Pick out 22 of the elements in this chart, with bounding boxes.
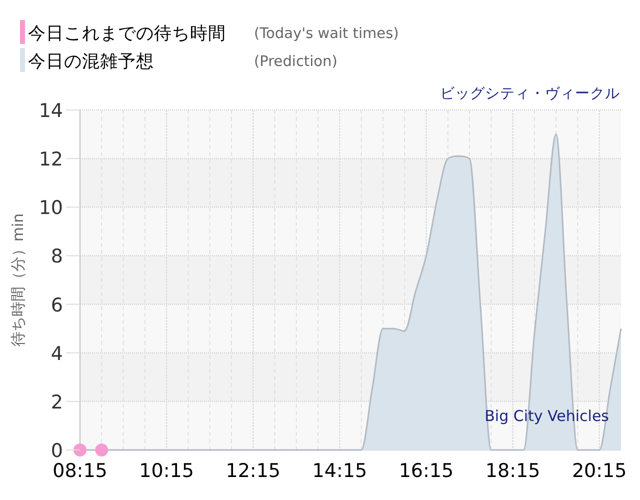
- x-tick-label: 20:15: [572, 460, 627, 482]
- text: (Prediction): [254, 54, 338, 70]
- y-axis-title: 待ち時間（分）min: [9, 213, 27, 347]
- x-tick-label: 08:15: [52, 460, 108, 482]
- y-tick-label: 2: [50, 391, 63, 414]
- chart-title: ビッグシティ・ヴィークル: [440, 85, 620, 102]
- text: (Today's wait times): [254, 26, 399, 42]
- y-tick-label: 12: [38, 148, 63, 171]
- y-tick-label: 4: [50, 342, 63, 365]
- y-tick-label: 10: [38, 197, 63, 220]
- x-tick-label: 18:15: [485, 460, 540, 482]
- y-tick-label: 6: [50, 294, 63, 316]
- x-tick-label: 10:15: [139, 460, 194, 482]
- x-tick-label: 12:15: [226, 460, 281, 482]
- y-tick-label: 0: [50, 440, 63, 462]
- annotation: Big City Vehicles: [484, 407, 610, 425]
- x-tick-label: 14:15: [312, 460, 368, 482]
- y-tick-label: 14: [38, 100, 63, 122]
- x-tick-label: 16:15: [398, 460, 454, 482]
- y-tick-label: 8: [50, 246, 63, 268]
- legend-label: 今日の混雑予想: [28, 52, 154, 72]
- legend-label: 今日これまでの待ち時間: [28, 24, 226, 44]
